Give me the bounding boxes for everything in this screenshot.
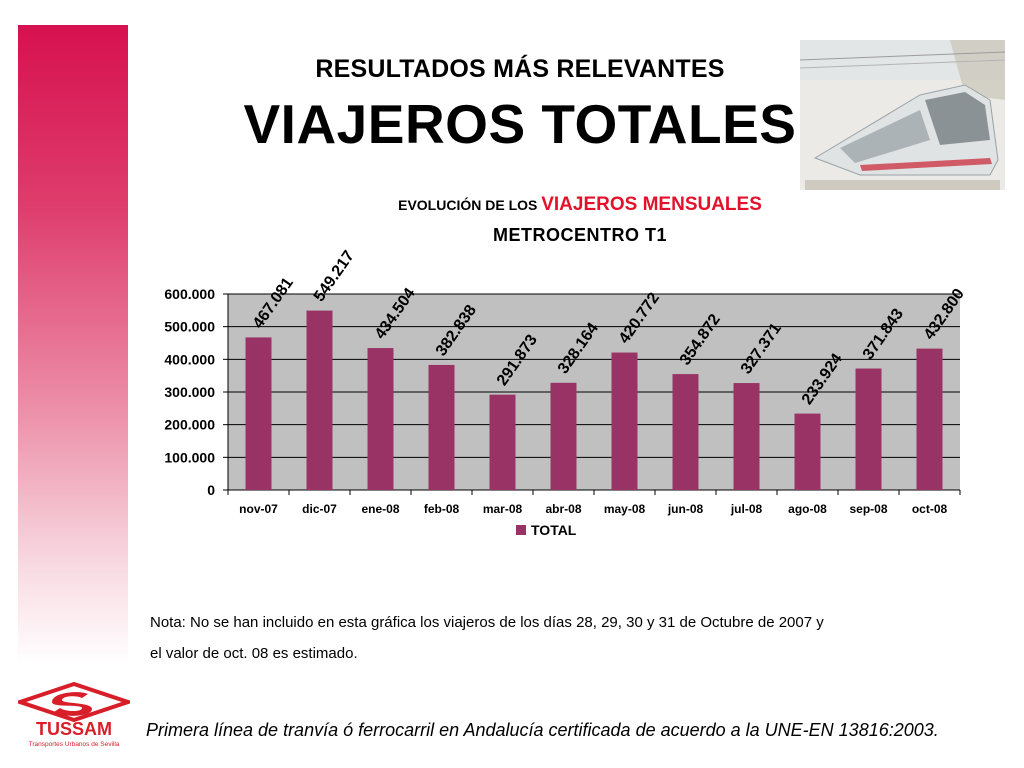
- x-tick-label: may-08: [604, 502, 646, 516]
- y-tick-label: 200.000: [164, 417, 215, 433]
- chart-note: Nota: No se han incluido en esta gráfica…: [150, 607, 950, 669]
- footer-text: Primera línea de tranvía ó ferrocarril e…: [146, 720, 939, 740]
- chart-title-highlight: VIAJEROS MENSUALES: [541, 194, 762, 215]
- bar: [550, 382, 577, 490]
- y-tick-label: 600.000: [164, 286, 215, 302]
- note-line-1: Nota: No se han incluido en esta gráfica…: [150, 614, 824, 631]
- x-tick-label: nov-07: [239, 502, 278, 516]
- note-line-2: el valor de oct. 08 es estimado.: [150, 645, 358, 662]
- x-tick-label: oct-08: [912, 502, 948, 516]
- tram-photo: [800, 40, 1005, 190]
- side-accent-bar: [18, 25, 128, 665]
- bar: [306, 310, 333, 490]
- bar: [855, 368, 882, 490]
- x-tick-label: ago-08: [788, 502, 827, 516]
- chart-title: EVOLUCIÓN DE LOS VIAJEROS MENSUALES: [300, 194, 860, 216]
- x-tick-label: abr-08: [545, 502, 581, 516]
- x-tick-label: jun-08: [667, 502, 704, 516]
- y-tick-label: 400.000: [164, 351, 215, 367]
- x-tick-label: feb-08: [424, 502, 460, 516]
- logo-tagline: Transportes Urbanos de Sevilla: [29, 741, 120, 748]
- legend-label: TOTAL: [531, 522, 577, 538]
- bar: [428, 364, 455, 490]
- bar: [367, 348, 394, 490]
- bar: [733, 383, 760, 490]
- chart-subtitle: METROCENTRO T1: [492, 225, 667, 245]
- bar-chart: 0 100.000 200.000 300.000 400.000 500.000 600.…: [164, 248, 968, 538]
- logo-wordmark: TUSSAM: [36, 719, 112, 739]
- slide-title: VIAJEROS TOTALES: [243, 93, 797, 155]
- bar: [245, 337, 272, 490]
- y-tick-label: 100.000: [164, 449, 215, 465]
- x-tick-label: mar-08: [483, 502, 523, 516]
- legend-swatch: [516, 525, 526, 535]
- slide-subtitle: RESULTADOS MÁS RELEVANTES: [315, 55, 725, 83]
- tussam-logo: TUSSAM Transportes Urbanos de Sevilla: [18, 682, 130, 748]
- x-tick-label: sep-08: [849, 502, 887, 516]
- x-tick-label: jul-08: [730, 502, 763, 516]
- x-tick-label: ene-08: [361, 502, 399, 516]
- bar: [489, 394, 516, 490]
- y-tick-label: 500.000: [164, 319, 215, 335]
- bar: [916, 348, 943, 490]
- y-tick-label: 0: [207, 482, 215, 498]
- bar: [611, 352, 638, 490]
- bar: [672, 374, 699, 490]
- x-tick-label: dic-07: [302, 502, 337, 516]
- y-tick-label: 300.000: [164, 384, 215, 400]
- bar: [794, 413, 821, 490]
- chart-title-prefix: EVOLUCIÓN DE LOS: [398, 197, 538, 213]
